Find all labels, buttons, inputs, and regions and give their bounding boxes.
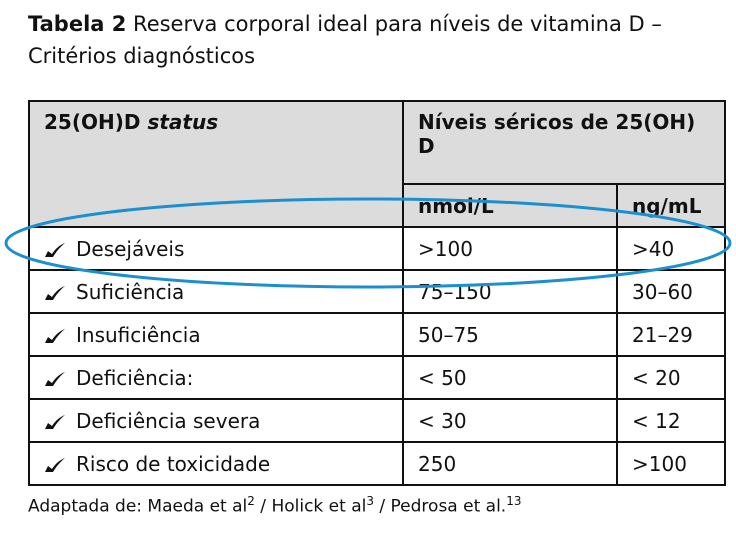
check-icon: [45, 286, 65, 300]
table-cell: < 20: [616, 355, 726, 400]
table-row: Deficiência: < 50 < 20: [28, 355, 726, 400]
cell-text: 30–60: [632, 279, 693, 304]
table-row: Deficiência severa < 30 < 12: [28, 398, 726, 443]
reference-number: 3: [366, 494, 374, 508]
check-icon: [45, 372, 65, 386]
header-cell: nmol/L: [402, 183, 618, 228]
check-icon: [45, 329, 65, 343]
table-cell: 75–150: [402, 269, 618, 314]
table-cell: Suficiência: [28, 269, 404, 314]
table-row: Suficiência 75–150 30–60: [28, 269, 726, 314]
check-icon: [45, 458, 65, 472]
cell-text: >40: [632, 236, 675, 261]
check-icon: [45, 415, 65, 429]
table-body: 25(OH)D status Níveis séricos de 25(OH) …: [28, 100, 726, 486]
header-cell: Níveis séricos de 25(OH) D: [402, 100, 726, 185]
header-text: status: [147, 110, 219, 134]
reference-number: 13: [506, 494, 522, 508]
header-row: 25(OH)D status Níveis séricos de 25(OH) …: [28, 100, 726, 228]
cell-text: 250: [418, 451, 457, 476]
cell-text: < 50: [418, 365, 467, 390]
reference: Maeda et al: [147, 496, 248, 517]
table-row: Desejáveis >100 >40: [28, 226, 726, 271]
reference: Holick et al: [271, 496, 367, 517]
cell-text: < 20: [632, 365, 681, 390]
table-cell: Deficiência:: [28, 355, 404, 400]
cell-text: 50–75: [418, 322, 479, 347]
table-row: Insuficiência 50–75 21–29: [28, 312, 726, 357]
table-row: Risco de toxicidade 250 >100: [28, 441, 726, 486]
cell-text: 75–150: [418, 279, 492, 304]
cell-text: 21–29: [632, 322, 693, 347]
table-cell: Risco de toxicidade: [28, 441, 404, 486]
separator: /: [260, 496, 267, 517]
check-icon: [45, 243, 65, 257]
table-footnote: Adaptada de: Maeda et al2 / Holick et al…: [28, 494, 521, 517]
reference-number: 2: [247, 494, 255, 508]
footnote-prefix: Adaptada de:: [28, 496, 143, 517]
cell-text: Deficiência:: [76, 365, 194, 390]
cell-text: < 30: [418, 408, 467, 433]
cell-text: Risco de toxicidade: [76, 451, 271, 476]
table-cell: 250: [402, 441, 618, 486]
cell-text: Desejáveis: [76, 236, 185, 261]
cell-text: Deficiência severa: [76, 408, 261, 433]
header-cell: 25(OH)D status: [28, 100, 404, 228]
caption-label: Tabela 2: [28, 12, 127, 36]
data-table: 25(OH)D status Níveis séricos de 25(OH) …: [28, 100, 726, 486]
cell-text: Insuficiência: [76, 322, 201, 347]
table-cell: 50–75: [402, 312, 618, 357]
table-cell: >40: [616, 226, 726, 271]
table-cell: 21–29: [616, 312, 726, 357]
table-cell: Deficiência severa: [28, 398, 404, 443]
header-cell: ng/mL: [616, 183, 726, 228]
table-cell: >100: [616, 441, 726, 486]
cell-text: Suficiência: [76, 279, 185, 304]
separator: /: [379, 496, 386, 517]
reference: Pedrosa et al.: [390, 496, 507, 517]
cell-text: >100: [418, 236, 473, 261]
cell-text: < 12: [632, 408, 681, 433]
header-text: 25(OH)D: [44, 110, 141, 134]
table-cell: < 12: [616, 398, 726, 443]
cell-text: >100: [632, 451, 687, 476]
table-cell: Insuficiência: [28, 312, 404, 357]
table-cell: < 30: [402, 398, 618, 443]
table-cell: >100: [402, 226, 618, 271]
table-cell: 30–60: [616, 269, 726, 314]
table-cell: < 50: [402, 355, 618, 400]
caption-text: Reserva corporal ideal para níveis de vi…: [28, 12, 662, 68]
table-cell: Desejáveis: [28, 226, 404, 271]
table-caption: Tabela 2 Reserva corporal ideal para nív…: [28, 8, 728, 72]
